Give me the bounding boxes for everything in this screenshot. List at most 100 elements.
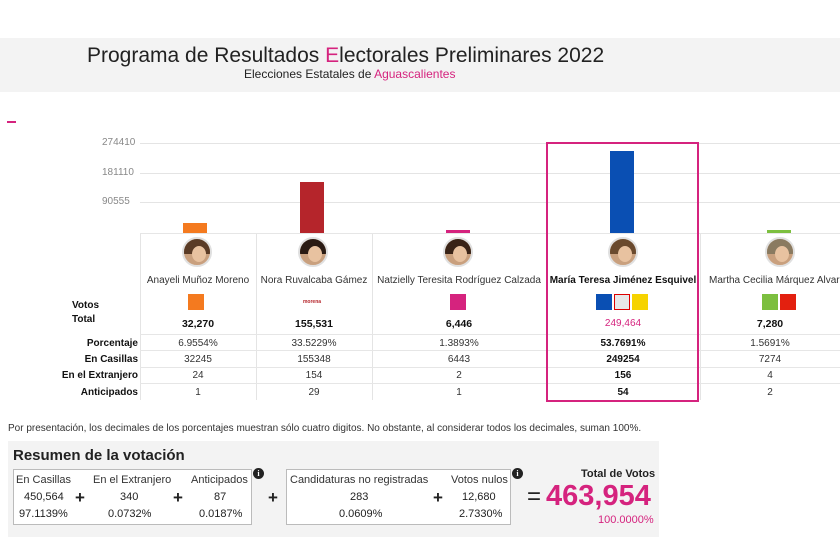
extranjero-pct: 0.0732% xyxy=(108,508,152,520)
candidate-name: María Teresa Jiménez Esquivel xyxy=(549,275,697,286)
party-logo-icon xyxy=(450,294,466,310)
extranjero-votes: 154 xyxy=(305,370,323,381)
party-logo-icon xyxy=(614,294,630,310)
gridline xyxy=(140,202,840,203)
casillas-label: En Casillas xyxy=(16,474,72,486)
total-votes: 249,464 xyxy=(604,318,642,329)
casillas-votes: 155348 xyxy=(297,354,331,365)
nulos-value: 12,680 xyxy=(462,491,496,503)
total-votes: 32,270 xyxy=(181,318,215,330)
page-title: Programa de Resultados Electorales Preli… xyxy=(87,44,605,67)
percentage: 53.7691% xyxy=(600,338,646,349)
anticipados-votes: 1 xyxy=(195,387,201,398)
y-tick-label: 274410 xyxy=(102,137,136,148)
noreg-value: 283 xyxy=(350,491,369,503)
nulos-pct: 2.7330% xyxy=(459,508,503,520)
party-logo-icon: morena xyxy=(300,294,324,310)
row-divider xyxy=(140,383,840,384)
party-logo-icon xyxy=(188,294,204,310)
column-divider xyxy=(372,233,373,400)
casillas-votes: 32245 xyxy=(184,354,212,365)
plus-sign: + xyxy=(75,488,85,507)
header-band xyxy=(0,38,840,92)
equals-sign: = xyxy=(527,483,542,510)
row-divider xyxy=(140,367,840,368)
candidate-avatar[interactable] xyxy=(608,237,638,267)
extranjero-label: En el Extranjero xyxy=(93,474,172,486)
total-votes: 6,446 xyxy=(445,318,473,330)
nulos-label: Votos nulos xyxy=(451,474,508,486)
row-label-porcentaje: Porcentaje xyxy=(86,338,138,349)
total-votes-pct: 100.0000% xyxy=(598,514,654,526)
bar-2 xyxy=(300,182,324,233)
candidate-avatar[interactable] xyxy=(443,237,473,267)
candidate-avatar[interactable] xyxy=(765,237,795,267)
total-votes-label: Total de Votos xyxy=(581,468,656,480)
column-divider xyxy=(256,233,257,400)
casillas-value: 450,564 xyxy=(24,491,64,503)
total-votes-value: 463,954 xyxy=(546,480,651,512)
row-divider xyxy=(140,350,840,351)
row-label-total: Total xyxy=(72,314,96,325)
extranjero-votes: 4 xyxy=(767,370,773,381)
bar-4 xyxy=(610,151,634,233)
party-logo-icon xyxy=(596,294,612,310)
bar-3 xyxy=(446,230,470,233)
row-divider xyxy=(140,233,840,234)
candidate-name: Anayeli Muñoz Moreno xyxy=(146,275,250,286)
plus-sign: + xyxy=(173,488,183,507)
y-tick-label: 181110 xyxy=(102,167,134,178)
row-label-anticipados: Anticipados xyxy=(80,387,138,398)
party-logo-icon xyxy=(762,294,778,310)
plus-sign: + xyxy=(268,488,278,507)
row-label-extranjero: En el Extranjero xyxy=(61,370,138,381)
menu-dash-icon[interactable] xyxy=(7,121,16,123)
anticipados-label: Anticipados xyxy=(191,474,248,486)
candidate-avatar[interactable] xyxy=(298,237,328,267)
info-icon[interactable]: i xyxy=(512,468,523,479)
percent-note: Por presentación, los decimales de los p… xyxy=(8,423,642,434)
candidate-name: Martha Cecilia Márquez Alvara xyxy=(709,275,840,286)
bar-5 xyxy=(767,230,791,233)
extranjero-votes: 156 xyxy=(614,370,632,381)
plus-sign: + xyxy=(433,488,443,507)
extranjero-votes: 2 xyxy=(456,370,462,381)
column-divider xyxy=(700,233,701,400)
row-divider xyxy=(140,334,840,335)
casillas-votes: 6443 xyxy=(447,354,471,365)
bar-1 xyxy=(183,223,207,233)
percentage: 1.5691% xyxy=(750,338,790,349)
anticipados-votes: 2 xyxy=(767,387,773,398)
anticipados-pct: 0.0187% xyxy=(199,508,243,520)
total-votes: 7,280 xyxy=(756,318,784,330)
casillas-votes: 249254 xyxy=(606,354,640,365)
page-subtitle: Elecciones Estatales de Aguascalientes xyxy=(244,67,456,81)
noreg-pct: 0.0609% xyxy=(339,508,383,520)
row-label-votos: Votos xyxy=(72,300,100,311)
row-label-casillas: En Casillas xyxy=(84,354,138,365)
votes-breakdown-box xyxy=(13,469,252,525)
candidate-avatar[interactable] xyxy=(182,237,212,267)
winner-highlight xyxy=(546,142,699,402)
total-votes: 155,531 xyxy=(295,318,333,330)
extranjero-value: 340 xyxy=(120,491,139,503)
anticipados-votes: 1 xyxy=(456,387,462,398)
gridline xyxy=(140,173,840,174)
casillas-pct: 97.1139% xyxy=(19,508,68,520)
percentage: 6.9554% xyxy=(178,338,218,349)
candidate-name: Nora Ruvalcaba Gámez xyxy=(260,275,368,286)
noreg-label: Candidaturas no registradas xyxy=(290,474,429,486)
info-icon[interactable]: i xyxy=(253,468,264,479)
anticipados-votes: 54 xyxy=(617,387,629,398)
candidate-name: Natzielly Teresita Rodríguez Calzada xyxy=(377,275,541,286)
gridline xyxy=(140,143,840,144)
summary-title: Resumen de la votación xyxy=(13,447,185,464)
extranjero-votes: 24 xyxy=(192,370,204,381)
anticipados-value: 87 xyxy=(214,491,227,503)
column-divider xyxy=(140,233,141,400)
y-tick-label: 90555 xyxy=(102,196,130,207)
percentage: 33.5229% xyxy=(291,338,337,349)
party-logo-icon xyxy=(780,294,796,310)
casillas-votes: 7274 xyxy=(758,354,782,365)
anticipados-votes: 29 xyxy=(308,387,320,398)
